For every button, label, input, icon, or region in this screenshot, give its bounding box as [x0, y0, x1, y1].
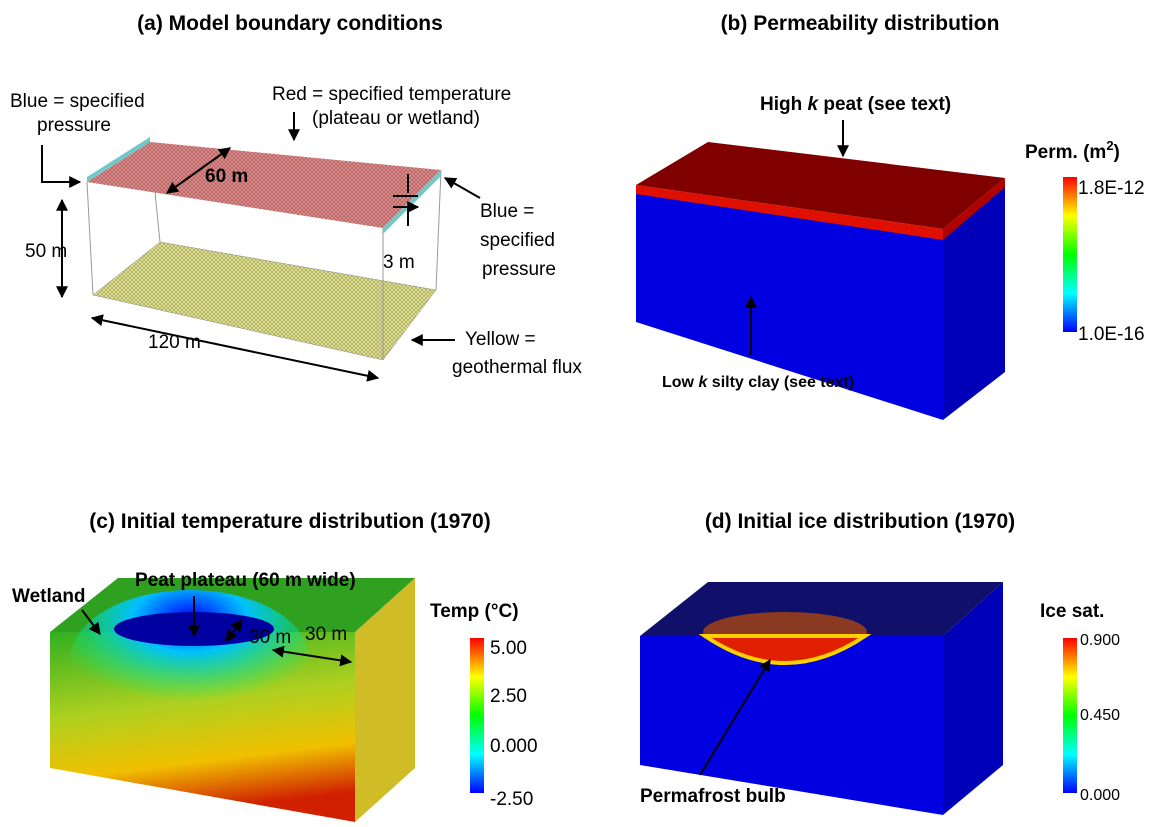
label: 30 m	[249, 627, 291, 648]
text: High	[760, 94, 808, 115]
colorbar-tick: 1.8E-12	[1078, 178, 1145, 199]
label: Blue =	[480, 201, 534, 222]
colorbar-tick: 0.000	[1080, 787, 1120, 804]
panel-title: (d) Initial ice distribution (1970)	[705, 510, 1015, 533]
label: Yellow =	[465, 329, 536, 350]
panel-title: (a) Model boundary conditions	[137, 12, 443, 35]
panel-d: (d) Initial ice distribution (1970) Perm…	[640, 510, 1120, 815]
label: 60 m	[205, 166, 248, 187]
colorbar-title: Ice sat.	[1040, 601, 1104, 622]
text: Low	[662, 374, 698, 391]
colorbar-tick: 0.900	[1080, 632, 1120, 649]
colorbar-tick: 2.50	[490, 686, 527, 707]
label: 3 m	[383, 252, 415, 273]
label: 30 m	[305, 624, 347, 645]
label: 120 m	[148, 332, 201, 353]
panel-title: (c) Initial temperature distribution (19…	[89, 510, 490, 533]
label: (plateau or wetland)	[312, 108, 480, 129]
label: Low k silty clay (see text)	[662, 374, 854, 391]
panel-c: (c) Initial temperature distribution (19…	[12, 510, 538, 822]
panel-b: (b) Permeability distribution High k pea…	[636, 12, 1145, 420]
colorbar-tick: 0.000	[490, 736, 538, 757]
panel-a: (a) Model boundary conditions Blue = spe…	[10, 12, 582, 378]
label: geothermal flux	[452, 357, 582, 378]
label: specified	[480, 230, 555, 251]
colorbar-tick: -2.50	[490, 789, 533, 810]
text: )	[1114, 142, 1120, 163]
text: 2	[1106, 138, 1113, 153]
label: Permafrost bulb	[640, 786, 786, 807]
text: silty clay (see text)	[707, 374, 854, 391]
label: Red = specified temperature	[272, 84, 511, 105]
label: High k peat (see text)	[760, 94, 951, 115]
label: pressure	[37, 115, 111, 136]
colorbar-title: Perm. (m2)	[1025, 138, 1120, 163]
colorbar-title: Temp (°C)	[430, 601, 519, 622]
label: pressure	[482, 259, 556, 280]
text: peat (see text)	[818, 94, 951, 115]
label: Blue = specified	[10, 91, 145, 112]
colorbar-tick: 1.0E-16	[1078, 324, 1145, 345]
colorbar-tick: 0.450	[1080, 707, 1120, 724]
panel-title: (b) Permeability distribution	[721, 12, 1000, 35]
colorbar-tick: 5.00	[490, 638, 527, 659]
label: Wetland	[12, 586, 86, 607]
label: 50 m	[25, 241, 67, 262]
label: Peat plateau (60 m wide)	[135, 570, 356, 591]
figure: (a) Model boundary conditions Blue = spe…	[0, 0, 1159, 827]
text: Perm. (m	[1025, 142, 1106, 163]
